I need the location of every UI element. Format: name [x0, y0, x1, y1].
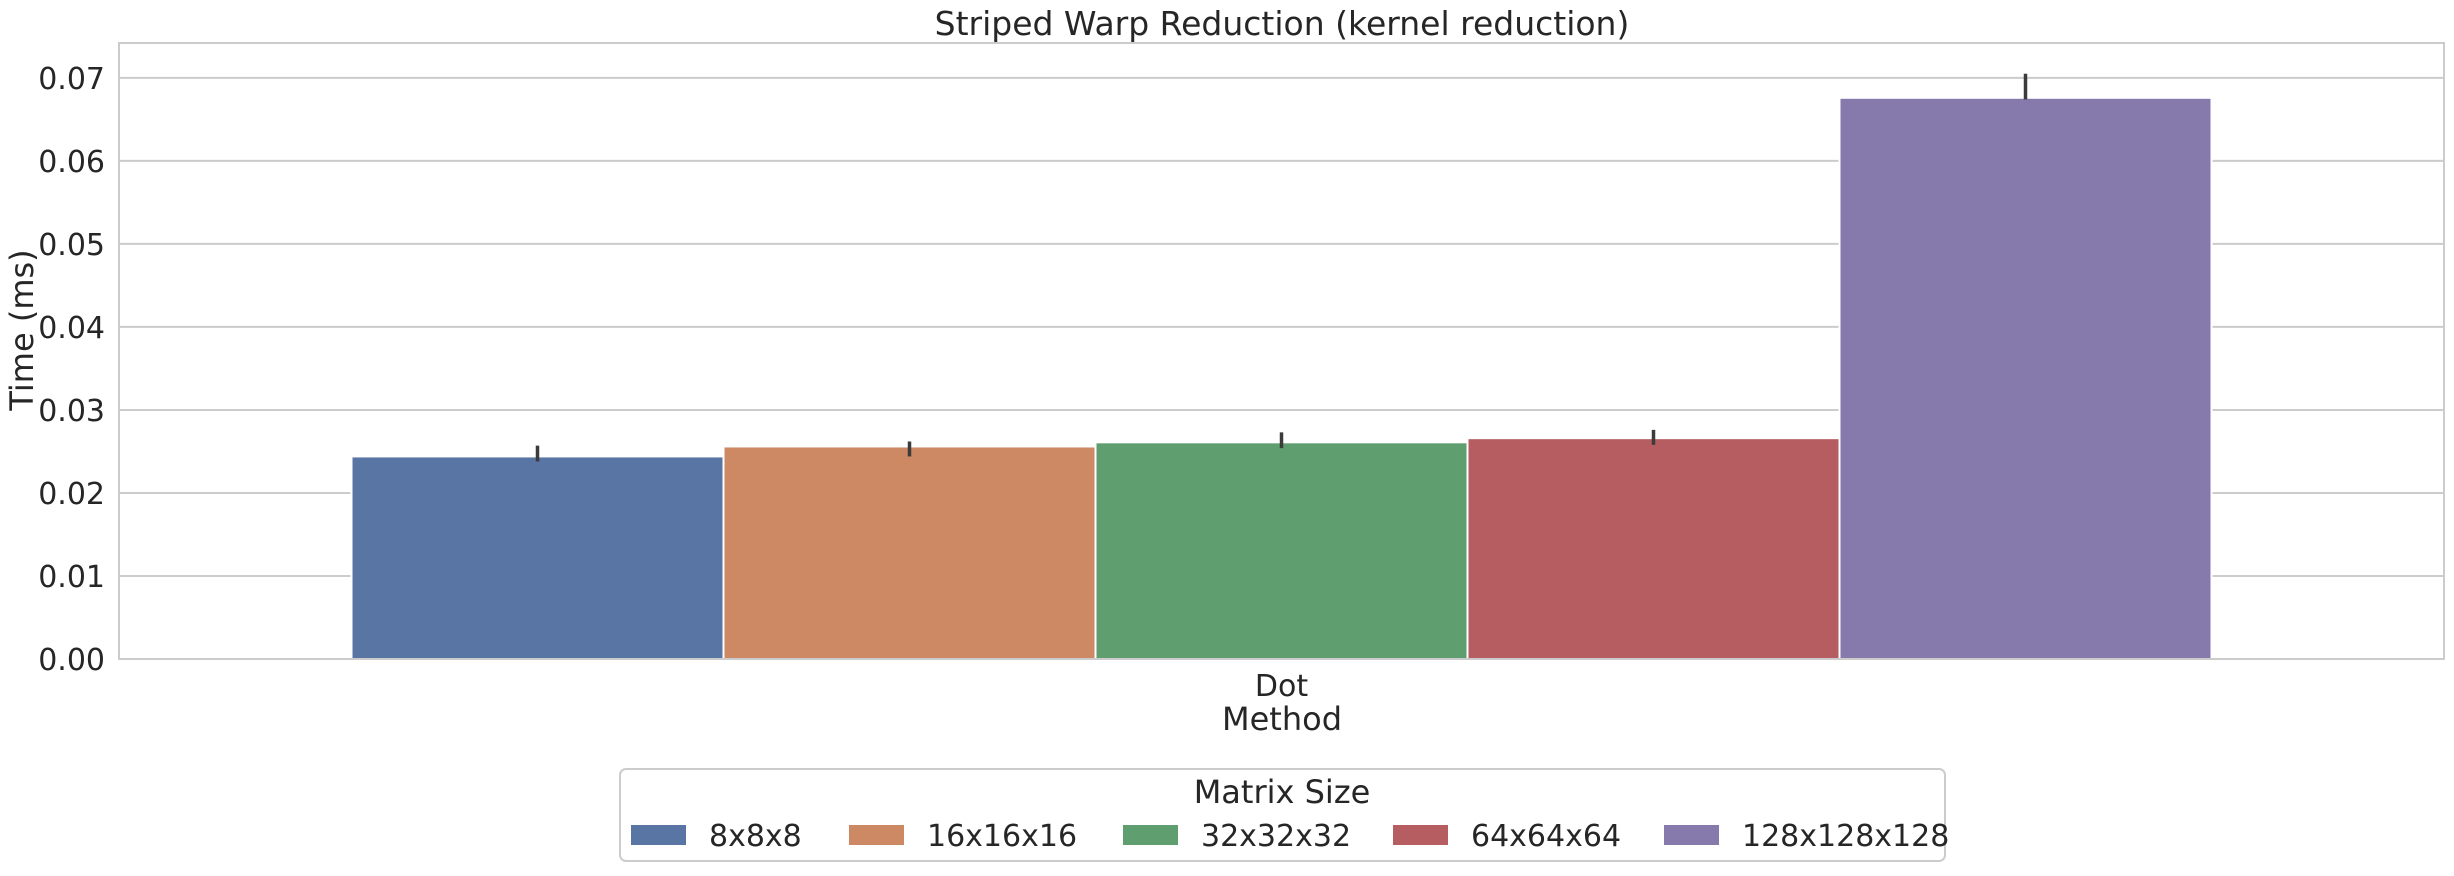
bar-8x8x8	[350, 455, 725, 660]
y-axis-label: Time (ms)	[3, 249, 41, 411]
legend-label: 64x64x64	[1471, 819, 1621, 854]
y-tick-label: 0.03	[38, 394, 105, 429]
legend: Matrix Size 8x8x8 16x16x16 32x32x32 64x64x6…	[619, 768, 1949, 862]
y-tick-label: 0.00	[38, 643, 105, 678]
x-tick-label: Dot	[1255, 669, 1308, 704]
bars	[350, 96, 2213, 661]
bar-64x64x64	[1466, 437, 1841, 660]
y-tick-label: 0.01	[38, 560, 105, 595]
bar-128x128x128	[1838, 96, 2213, 660]
y-tick-label: 0.07	[38, 62, 105, 97]
legend-frame	[619, 768, 1946, 862]
y-tick-label: 0.06	[38, 145, 105, 180]
y-tick-labels: 0.00 0.01 0.02 0.03 0.04 0.05 0.06 0.07	[38, 62, 105, 678]
legend-swatch-16x16x16	[849, 825, 904, 845]
legend-label: 32x32x32	[1201, 819, 1351, 854]
legend-label: 128x128x128	[1742, 819, 1949, 854]
y-tick-label: 0.04	[38, 311, 105, 346]
chart-title: Striped Warp Reduction (kernel reduction…	[935, 4, 1630, 43]
y-tick-label: 0.02	[38, 477, 105, 512]
legend-items: 8x8x8 16x16x16 32x32x32 64x64x64 128x128x128	[631, 819, 1949, 854]
x-axis-label: Method	[1222, 700, 1342, 738]
plot-frame	[118, 42, 2445, 660]
legend-swatch-128x128x128	[1664, 825, 1719, 845]
legend-label: 8x8x8	[709, 819, 802, 854]
bar-16x16x16	[722, 445, 1097, 661]
legend-title: Matrix Size	[1194, 773, 1371, 811]
legend-label: 16x16x16	[927, 819, 1077, 854]
x-tick-labels: Dot	[1255, 669, 1308, 704]
y-tick-label: 0.05	[38, 228, 105, 263]
error-bars	[535, 73, 2028, 462]
legend-swatch-32x32x32	[1123, 825, 1178, 845]
bar-32x32x32	[1094, 441, 1469, 660]
legend-swatch-8x8x8	[631, 825, 686, 845]
legend-swatch-64x64x64	[1393, 825, 1448, 845]
